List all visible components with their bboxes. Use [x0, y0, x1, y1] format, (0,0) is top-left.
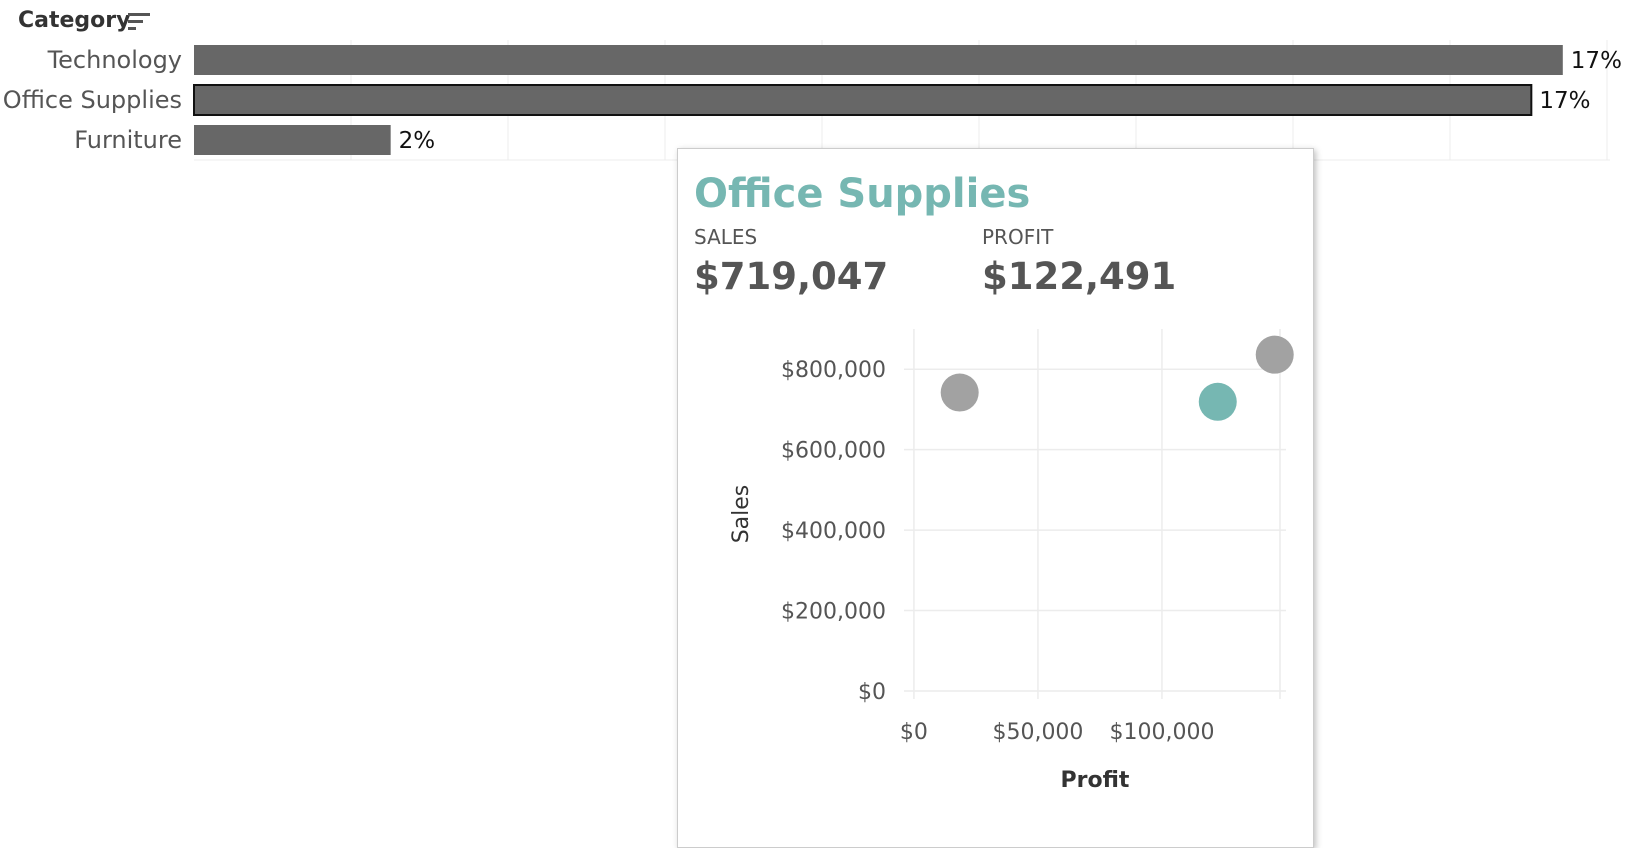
sales-label: SALES [694, 225, 758, 249]
scatter-point-office-supplies[interactable] [1198, 382, 1237, 421]
profit-label: PROFIT [982, 225, 1054, 249]
bar-office-supplies[interactable] [193, 84, 1533, 116]
category-bar-chart: Technology 17% Office Supplies 17% Furniture… [3, 40, 1622, 161]
scatter-ytick-label: $800,000 [781, 358, 886, 383]
scatter-y-axis-title: Sales [729, 485, 754, 544]
scatter-xtick-label: $50,000 [992, 720, 1083, 745]
tooltip-card: Office Supplies SALES $719,047 PROFIT $1… [677, 148, 1314, 848]
bar-category-label: Furniture [74, 126, 182, 154]
bar-value-label: 2% [399, 128, 436, 154]
bar-value-label: 17% [1539, 88, 1590, 114]
bar-category-label: Technology [47, 46, 182, 74]
scatter-point-technology[interactable] [1255, 335, 1294, 374]
scatter-ytick-label: $0 [858, 680, 886, 705]
scatter-ytick-label: $400,000 [781, 519, 886, 544]
tooltip-title: Office Supplies [694, 171, 1031, 217]
sales-value: $719,047 [694, 255, 889, 298]
sort-descending-icon[interactable] [128, 12, 152, 32]
scatter-xtick-label: $0 [900, 720, 928, 745]
scatter-ytick-label: $600,000 [781, 439, 886, 464]
scatter-ytick-label: $200,000 [781, 600, 886, 625]
category-header: Category [18, 8, 131, 33]
bar-technology[interactable] [194, 45, 1563, 75]
bar-furniture[interactable] [194, 125, 391, 155]
scatter-xtick-label: $100,000 [1109, 720, 1214, 745]
bar-category-label: Office Supplies [3, 86, 182, 114]
bar-value-label: 17% [1571, 48, 1622, 74]
profit-value: $122,491 [982, 255, 1177, 298]
scatter-x-axis-title: Profit [1061, 768, 1130, 793]
sales-profit-scatter-chart: $0 $200,000 $400,000 $600,000 $800,000 $0 $50,… [729, 329, 1294, 793]
scatter-point-furniture[interactable] [940, 373, 979, 412]
